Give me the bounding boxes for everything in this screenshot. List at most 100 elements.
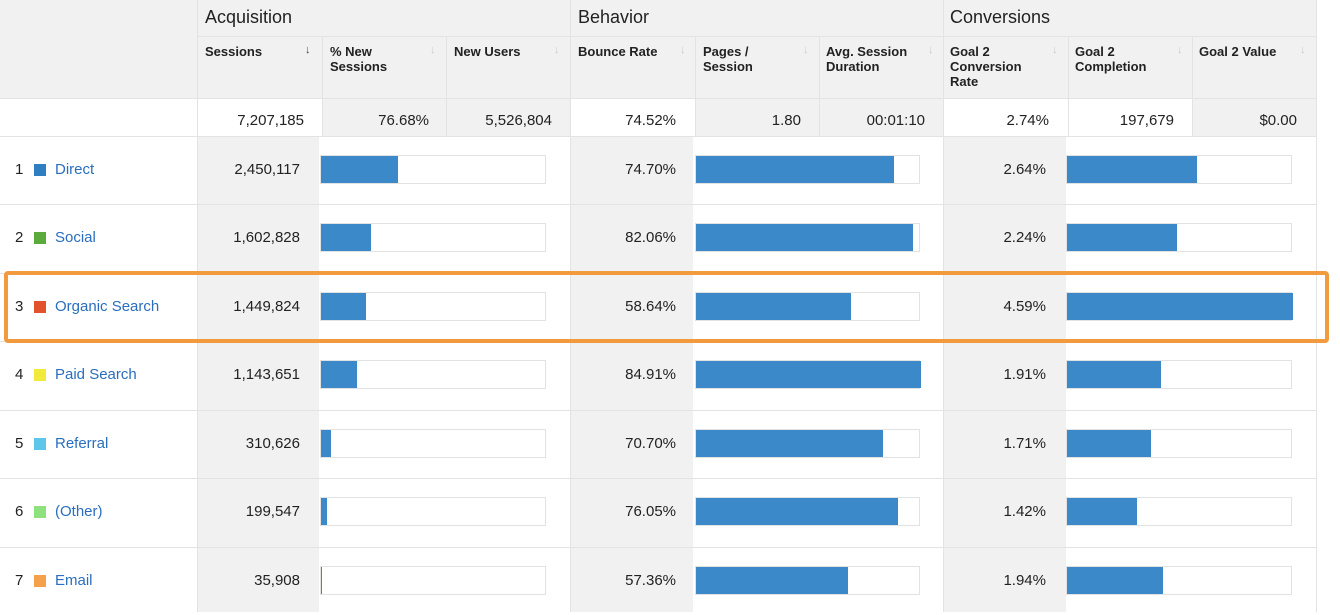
bar-track — [320, 155, 546, 184]
bar-fill — [321, 567, 322, 594]
channel-color-swatch — [34, 575, 46, 587]
sort-icon[interactable]: ↓ — [803, 44, 809, 56]
bar-fill — [321, 430, 331, 457]
channel-link[interactable]: Direct — [55, 161, 95, 178]
bar-track — [695, 292, 920, 321]
channel-link[interactable]: (Other) — [55, 503, 103, 520]
channel-color-swatch — [34, 301, 46, 313]
sort-icon[interactable]: ↓ — [1177, 44, 1183, 56]
total-sessions: 7,207,185 — [237, 112, 304, 129]
sort-icon[interactable]: ↓ — [928, 44, 934, 56]
sort-icon[interactable]: ↓ — [1052, 44, 1058, 56]
col-pages-session[interactable]: Pages / Session — [703, 44, 753, 74]
bounce-rate-value: 70.70% — [625, 435, 676, 452]
bar-fill — [1067, 224, 1177, 251]
sessions-value: 199,547 — [245, 503, 300, 520]
sessions-value: 1,449,824 — [233, 298, 300, 315]
col-bounce-rate[interactable]: Bounce Rate — [578, 44, 658, 59]
bar-track — [320, 292, 546, 321]
channel-color-swatch — [34, 232, 46, 244]
total-duration: 00:01:10 — [866, 112, 925, 129]
channel-link[interactable]: Organic Search — [55, 298, 160, 315]
bounce-rate-value: 76.05% — [625, 503, 676, 520]
col-new-users[interactable]: New Users — [454, 44, 521, 59]
table-header — [0, 0, 1316, 98]
bar-track — [695, 360, 921, 389]
bar-fill — [321, 361, 357, 388]
channel-link[interactable]: Paid Search — [55, 366, 137, 383]
channel-color-swatch — [34, 369, 46, 381]
group-acquisition: Acquisition — [205, 7, 293, 27]
col-goal2-conversion-rate[interactable]: Goal 2 Conversion Rate — [950, 44, 1022, 89]
bar-fill — [1067, 498, 1137, 525]
totals-row — [0, 98, 1316, 136]
group-conversions: Conversions — [950, 7, 1051, 27]
row-number: 5 — [15, 435, 24, 452]
bar-fill — [1067, 430, 1151, 457]
bounce-rate-value: 84.91% — [625, 366, 676, 383]
total-new-users: 5,526,804 — [485, 112, 552, 129]
bar-fill — [696, 361, 921, 388]
total-pct-new: 76.68% — [378, 112, 429, 129]
bounce-rate-value: 74.70% — [625, 161, 676, 178]
total-bounce: 74.52% — [625, 112, 676, 129]
bar-track — [695, 155, 920, 184]
bar-fill — [1067, 293, 1293, 320]
channel-link[interactable]: Referral — [55, 435, 109, 452]
bar-track — [1066, 429, 1292, 458]
bar-track — [1066, 223, 1292, 252]
bar-track — [320, 429, 546, 458]
sessions-value: 35,908 — [254, 572, 300, 589]
col-avg-session-duration[interactable]: Avg. Session Duration — [826, 44, 908, 74]
channel-color-swatch — [34, 438, 46, 450]
total-pages: 1.80 — [771, 112, 801, 129]
conversion-rate-value: 2.64% — [1003, 161, 1046, 178]
sort-desc-icon[interactable]: ↓ — [305, 44, 311, 56]
bar-fill — [696, 430, 883, 457]
conversion-rate-value: 2.24% — [1003, 229, 1046, 246]
total-completion: 197,679 — [1119, 112, 1174, 129]
channel-color-swatch — [34, 164, 46, 176]
bar-fill — [321, 224, 371, 251]
row-number: 7 — [15, 572, 24, 589]
bounce-rate-value: 57.36% — [625, 572, 676, 589]
sort-icon[interactable]: ↓ — [554, 44, 560, 56]
row-number: 2 — [15, 229, 24, 246]
bar-fill — [696, 567, 848, 594]
bar-track — [1066, 566, 1292, 595]
sessions-value: 2,450,117 — [234, 161, 300, 178]
sort-icon[interactable]: ↓ — [1300, 44, 1306, 56]
row-number: 1 — [15, 161, 24, 178]
col-goal2-value[interactable]: Goal 2 Value — [1199, 44, 1277, 59]
col-pct-new-sessions[interactable]: % New Sessions — [330, 44, 388, 74]
bar-track — [695, 497, 920, 526]
row-number: 6 — [15, 503, 24, 520]
bar-track — [695, 223, 920, 252]
col-goal2-completion[interactable]: Goal 2 Completion — [1075, 44, 1147, 74]
conversion-rate-value: 1.42% — [1003, 503, 1046, 520]
conversion-rate-value: 1.91% — [1003, 366, 1046, 383]
bar-fill — [1067, 361, 1161, 388]
bar-track — [695, 429, 920, 458]
sort-icon[interactable]: ↓ — [680, 44, 686, 56]
conversion-rate-value: 1.94% — [1003, 572, 1046, 589]
bar-track — [320, 497, 546, 526]
row-number: 3 — [15, 298, 24, 315]
channel-link[interactable]: Email — [55, 572, 93, 589]
total-conv-rate: 2.74% — [1006, 112, 1049, 129]
bar-fill — [321, 498, 327, 525]
channel-link[interactable]: Social — [55, 229, 96, 246]
sort-icon[interactable]: ↓ — [430, 44, 436, 56]
channel-color-swatch — [34, 506, 46, 518]
bar-fill — [321, 156, 398, 183]
bar-track — [320, 360, 546, 389]
bar-track — [1066, 497, 1292, 526]
bar-track — [320, 223, 546, 252]
bar-fill — [1067, 567, 1163, 594]
bar-track — [320, 566, 546, 595]
group-behavior: Behavior — [578, 7, 650, 27]
bar-track — [695, 566, 920, 595]
col-sessions[interactable]: Sessions — [205, 44, 263, 59]
bar-fill — [696, 498, 898, 525]
bar-track — [1066, 292, 1293, 321]
